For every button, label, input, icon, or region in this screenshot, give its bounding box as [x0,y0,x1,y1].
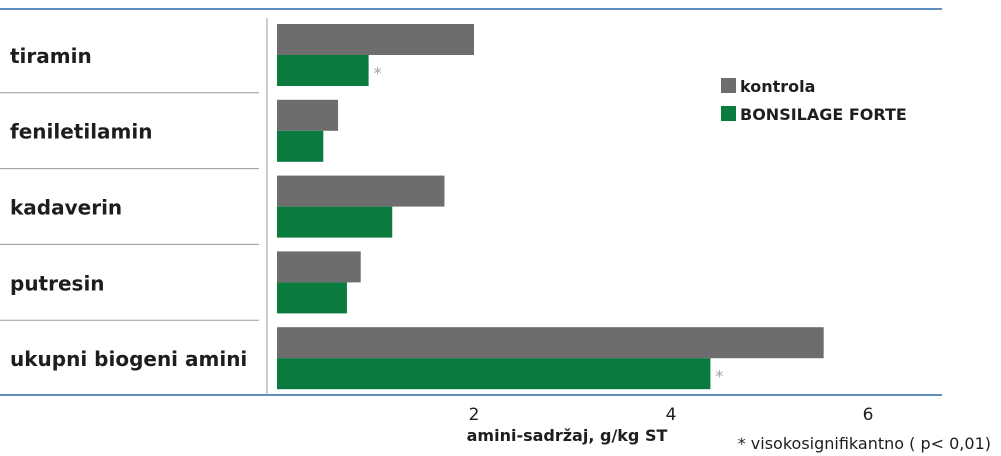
legend: kontrola BONSILAGE FORTE [721,77,907,124]
footnote: * visokosignifikantno ( p< 0,01) [738,434,991,453]
bar-bonsilage-forte-kadaverin [277,206,393,238]
category-labels: tiramin feniletilamin kadaverin putresin uku… [10,44,247,371]
bar-kontrola-feniletilamin [277,99,339,131]
significance-markers: ** [374,64,724,386]
category-label-tiramin: tiramin [10,44,92,68]
bar-bonsilage-forte-ukupni-biogeni-amini [277,358,711,390]
legend-swatch-kontrola [721,78,736,93]
bar-bonsilage-forte-putresin [277,282,347,314]
bars [277,24,824,390]
bar-kontrola-kadaverin [277,175,445,207]
bar-bonsilage-forte-tiramin [277,55,369,86]
category-label-putresin: putresin [10,271,105,295]
bar-kontrola-tiramin [277,24,474,55]
x-tick-label: 4 [666,405,677,425]
significance-star: * [374,64,382,83]
significance-star: * [715,367,723,386]
bar-kontrola-ukupni-biogeni-amini [277,327,824,359]
legend-swatch-bonsilage-forte [721,106,736,121]
x-axis-label: amini-sadržaj, g/kg ST [467,426,668,445]
legend-label-kontrola: kontrola [740,77,815,96]
category-label-kadaverin: kadaverin [10,196,122,220]
category-label-ukupni-biogeni-amini: ukupni biogeni amini [10,347,247,371]
x-tick-label: 6 [863,405,874,425]
x-tick-label: 2 [469,405,480,425]
bar-kontrola-putresin [277,251,361,283]
bar-bonsilage-forte-feniletilamin [277,130,324,162]
legend-label-bonsilage-forte: BONSILAGE FORTE [740,105,907,124]
category-label-feniletilamin: feniletilamin [10,120,152,144]
x-tick-labels: 2 4 6 [469,405,874,425]
category-separators [0,92,259,321]
